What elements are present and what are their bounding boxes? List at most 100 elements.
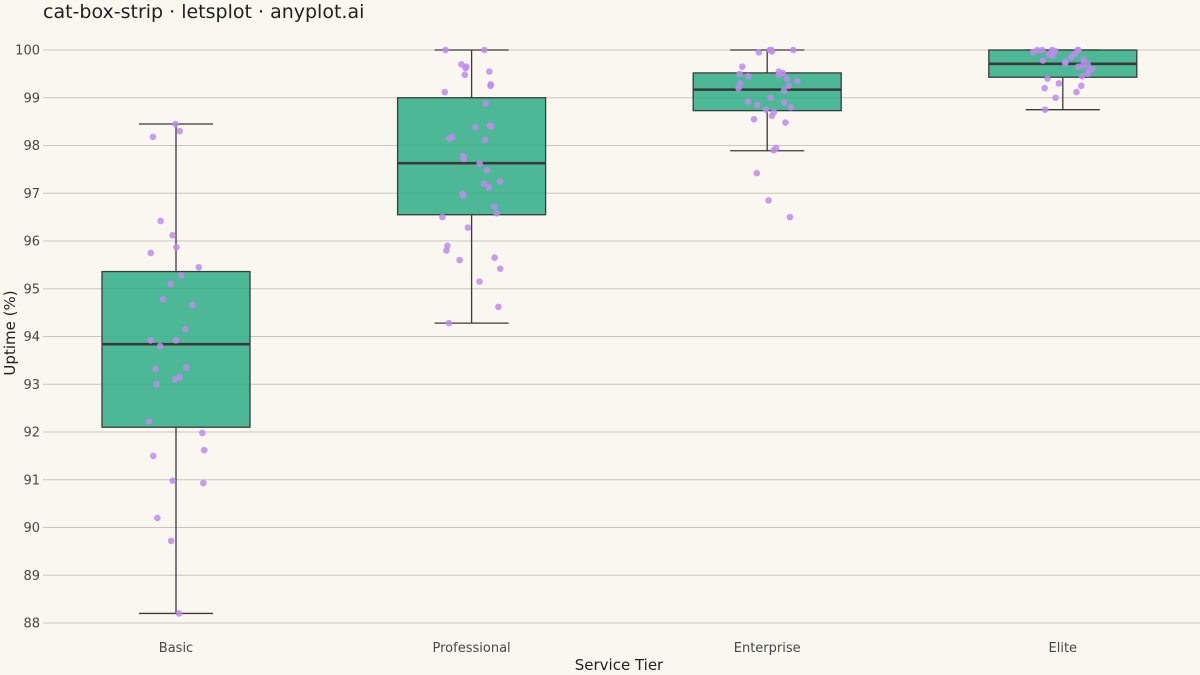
strip-point	[1029, 49, 1037, 56]
strip-point	[460, 192, 467, 199]
strip-point	[1049, 52, 1057, 60]
strip-point	[169, 231, 176, 239]
box-professional	[396, 49, 547, 324]
strip-point	[167, 537, 175, 545]
strip-point	[480, 180, 488, 187]
y-tick-label: 92	[23, 426, 40, 441]
strip-point	[167, 280, 174, 288]
y-tick-label: 95	[23, 282, 40, 297]
strip-point	[762, 106, 770, 113]
strip-points	[145, 46, 1096, 617]
strip-point	[768, 112, 776, 120]
strip-point	[441, 88, 449, 96]
strip-point	[1041, 84, 1048, 92]
strip-point	[496, 265, 504, 272]
chart-title: cat-box-strip · letsplot · anyplot.ai	[43, 1, 364, 23]
strip-point	[458, 61, 465, 68]
strip-point	[461, 71, 469, 79]
strip-point	[793, 77, 801, 85]
strip-point	[1039, 57, 1047, 64]
strip-point	[770, 146, 777, 154]
strip-point	[1039, 46, 1046, 54]
strip-point	[169, 477, 176, 485]
strip-point	[487, 123, 495, 130]
y-tick-label: 88	[23, 617, 40, 632]
strip-point	[735, 84, 742, 92]
y-tick-labels: 88 89 90 91 92 93 94 95 96 97 98 99 100	[15, 44, 40, 632]
strip-point	[481, 136, 489, 144]
strip-point	[1078, 82, 1085, 90]
strip-point	[178, 272, 185, 279]
strip-point	[443, 247, 450, 254]
strip-point	[768, 48, 776, 55]
strip-point	[476, 160, 483, 167]
y-tick-label: 97	[23, 187, 40, 202]
strip-point	[153, 380, 160, 388]
strip-point	[182, 326, 189, 333]
strip-point	[195, 263, 203, 271]
strip-point	[1080, 56, 1087, 63]
strip-point	[1052, 94, 1059, 102]
box-elite	[988, 49, 1138, 111]
strip-point	[1074, 63, 1082, 71]
strip-point	[1084, 70, 1092, 78]
strip-point	[754, 101, 761, 109]
strip-point	[491, 203, 498, 210]
strip-point	[147, 249, 155, 257]
strip-point	[456, 256, 463, 264]
strip-point	[753, 169, 761, 177]
strip-point	[790, 46, 797, 54]
strip-point	[462, 64, 470, 72]
strip-point	[145, 418, 153, 425]
strip-point	[156, 342, 164, 350]
strip-point	[481, 46, 488, 54]
strip-point	[1061, 60, 1069, 67]
y-tick-label: 98	[23, 139, 40, 154]
strip-point	[736, 70, 743, 78]
strip-point	[491, 254, 498, 262]
y-axis-title: Uptime (%)	[1, 290, 19, 375]
box-body	[692, 72, 842, 112]
strip-point	[787, 104, 795, 111]
x-tick-labels: Basic Professional Enterprise Elite	[159, 641, 1077, 656]
strip-point	[149, 133, 157, 141]
x-tick-label: Basic	[159, 641, 193, 656]
y-tick-label: 93	[23, 378, 40, 393]
strip-point	[1044, 75, 1051, 82]
strip-point	[442, 46, 449, 54]
strip-point	[176, 127, 183, 135]
strip-point	[173, 243, 180, 251]
strip-point	[1078, 72, 1086, 80]
strip-point	[154, 514, 161, 522]
x-tick-label: Elite	[1049, 641, 1078, 656]
box-enterprise	[692, 49, 842, 152]
strip-point	[189, 301, 197, 309]
strip-point	[738, 63, 746, 71]
y-tick-label: 99	[23, 91, 40, 106]
strip-point	[159, 295, 167, 303]
strip-point	[446, 135, 453, 142]
strip-point	[175, 610, 183, 617]
strip-point	[482, 100, 490, 107]
strip-point	[1041, 106, 1049, 113]
strip-point	[1055, 80, 1063, 87]
strip-point	[750, 115, 758, 123]
strip-point	[493, 210, 501, 217]
strip-point	[172, 337, 180, 344]
x-tick-label: Professional	[433, 641, 511, 656]
y-tick-label: 90	[23, 521, 40, 536]
y-tick-label: 96	[23, 235, 40, 250]
strip-point	[200, 479, 207, 487]
box-basic	[101, 123, 251, 615]
strip-point	[485, 184, 493, 191]
strip-point	[445, 319, 453, 327]
strip-point	[780, 87, 788, 94]
strip-point	[157, 217, 164, 225]
strip-point	[1067, 53, 1075, 61]
strip-point	[200, 446, 208, 454]
strip-point	[745, 72, 752, 80]
strip-point	[785, 82, 793, 90]
strip-point	[199, 429, 206, 437]
strip-point	[152, 365, 159, 373]
